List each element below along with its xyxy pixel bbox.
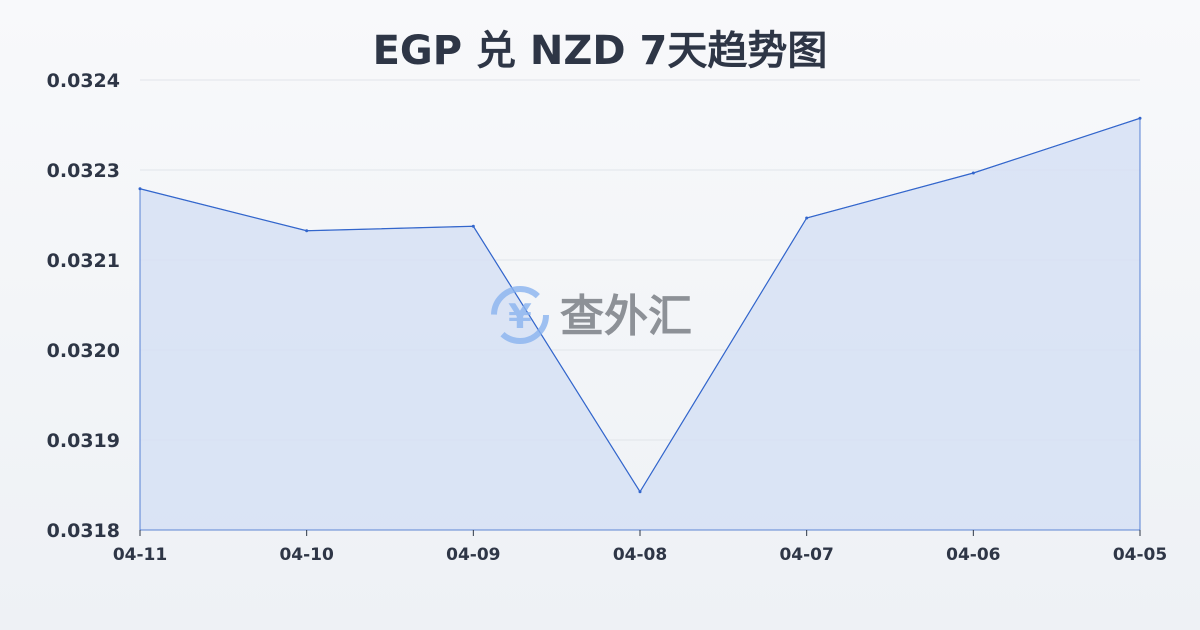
x-tick-label: 04-05 bbox=[1113, 545, 1167, 565]
watermark-text: 查外汇 bbox=[560, 291, 692, 342]
data-point bbox=[471, 224, 475, 228]
x-tick-label: 04-06 bbox=[946, 545, 1000, 565]
svg-text:¥: ¥ bbox=[508, 297, 532, 337]
y-tick-label: 0.0323 bbox=[47, 160, 120, 182]
x-tick-label: 04-10 bbox=[279, 545, 334, 565]
data-point bbox=[638, 490, 642, 494]
data-point bbox=[1138, 116, 1142, 120]
x-tick-label: 04-08 bbox=[613, 545, 667, 565]
data-point bbox=[971, 171, 975, 175]
y-tick-label: 0.0320 bbox=[47, 340, 120, 362]
y-tick-label: 0.0319 bbox=[47, 430, 120, 452]
y-tick-label: 0.0318 bbox=[47, 520, 120, 542]
x-tick-label: 04-07 bbox=[779, 545, 833, 565]
watermark-logo: ¥ 查外汇 bbox=[491, 286, 692, 344]
x-tick-label: 04-09 bbox=[446, 545, 500, 565]
y-tick-label: 0.0324 bbox=[47, 70, 120, 92]
data-point bbox=[805, 216, 809, 220]
data-point bbox=[138, 187, 142, 191]
data-point bbox=[305, 229, 309, 233]
chart-title: EGP 兑 NZD 7天趋势图 bbox=[372, 28, 828, 74]
x-tick-label: 04-11 bbox=[113, 545, 167, 565]
y-tick-label: 0.0321 bbox=[47, 250, 120, 272]
